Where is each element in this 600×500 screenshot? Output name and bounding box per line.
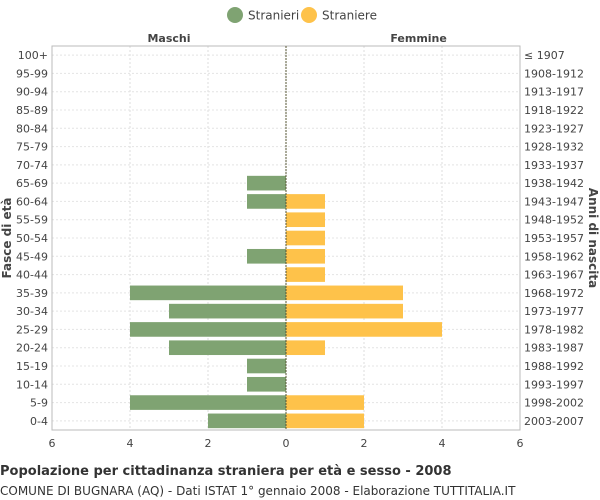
age-group-label: 95-99	[16, 67, 48, 80]
birth-year-label: 1958-1962	[524, 250, 584, 263]
bar-stranieri	[208, 413, 286, 429]
birth-year-label: 1913-1917	[524, 86, 584, 99]
bar-stranieri	[130, 322, 286, 337]
birth-year-label: 2003-2007	[524, 415, 584, 428]
age-group-label: 0-4	[30, 415, 48, 428]
age-group-label: 10-14	[16, 378, 48, 391]
birth-year-label: 1983-1987	[524, 342, 584, 355]
chart-title: Popolazione per cittadinanza straniera p…	[0, 464, 452, 479]
bar-straniere	[286, 303, 403, 319]
bar-straniere	[286, 413, 364, 429]
birth-year-label: 1923-1927	[524, 122, 584, 135]
x-tick-label: 4	[127, 437, 134, 450]
birth-year-label: 1918-1922	[524, 104, 584, 117]
age-group-label: 65-69	[16, 177, 48, 190]
population-pyramid-chart: 100+ ≤ 1907 95-99 1908-1912 90-94 1913-1917 85…	[0, 7, 600, 450]
birth-year-label: 1943-1947	[524, 195, 584, 208]
legend-label-stranieri: Stranieri	[248, 9, 299, 23]
age-group-label: 40-44	[16, 269, 48, 282]
bar-stranieri	[169, 340, 286, 356]
birth-year-label: 1948-1952	[524, 214, 584, 227]
age-group-label: 20-24	[16, 342, 48, 355]
chart-subtitle: COMUNE DI BUGNARA (AQ) - Dati ISTAT 1° g…	[0, 484, 516, 498]
age-group-label: 100+	[18, 49, 48, 62]
bar-straniere	[286, 212, 325, 228]
birth-year-label: 1988-1992	[524, 360, 584, 373]
bar-straniere	[286, 322, 442, 337]
bar-stranieri	[247, 175, 286, 191]
bar-straniere	[286, 395, 364, 410]
birth-year-label: 1963-1967	[524, 269, 584, 282]
bar-stranieri	[247, 358, 286, 374]
x-tick-label: 6	[517, 437, 524, 450]
birth-year-label: 1978-1982	[524, 323, 584, 336]
femmine-header: Femmine	[390, 32, 447, 45]
birth-year-label: 1968-1972	[524, 287, 584, 300]
age-group-label: 60-64	[16, 195, 48, 208]
x-tick-label: 6	[49, 437, 56, 450]
bar-straniere	[286, 267, 325, 282]
birth-year-label: 1973-1977	[524, 305, 584, 318]
legend-swatch-straniere	[301, 7, 317, 23]
age-group-label: 35-39	[16, 287, 48, 300]
bar-stranieri	[247, 376, 286, 392]
x-tick-label: 2	[361, 437, 368, 450]
maschi-header: Maschi	[147, 32, 190, 45]
birth-year-label: 1933-1937	[524, 159, 584, 172]
birth-year-label: 1928-1932	[524, 141, 584, 154]
age-group-label: 50-54	[16, 232, 48, 245]
bar-stranieri	[130, 285, 286, 301]
birth-year-label: 1953-1957	[524, 232, 584, 245]
legend-label-straniere: Straniere	[322, 9, 377, 23]
birth-year-label: 1993-1997	[524, 378, 584, 391]
bar-straniere	[286, 194, 325, 209]
birth-year-label: 1908-1912	[524, 67, 584, 80]
y-axis-title-left: Fasce di età	[0, 197, 14, 278]
bar-straniere	[286, 248, 325, 264]
age-group-label: 15-19	[16, 360, 48, 373]
birth-year-label: 1938-1942	[524, 177, 584, 190]
age-group-label: 85-89	[16, 104, 48, 117]
bar-straniere	[286, 285, 403, 301]
x-tick-label: 2	[205, 437, 212, 450]
bar-straniere	[286, 340, 325, 356]
x-tick-label: 4	[439, 437, 446, 450]
y-axis-title-right: Anni di nascita	[586, 188, 600, 288]
age-group-label: 90-94	[16, 86, 48, 99]
age-group-label: 30-34	[16, 305, 48, 318]
age-group-label: 45-49	[16, 250, 48, 263]
age-group-label: 25-29	[16, 323, 48, 336]
bar-stranieri	[169, 303, 286, 319]
age-group-label: 75-79	[16, 141, 48, 154]
bar-stranieri	[247, 194, 286, 209]
bar-stranieri	[247, 248, 286, 264]
bar-straniere	[286, 230, 325, 246]
birth-year-label: 1998-2002	[524, 397, 584, 410]
legend-swatch-stranieri	[227, 7, 243, 23]
x-tick-label: 0	[283, 437, 290, 450]
age-group-label: 80-84	[16, 122, 48, 135]
age-group-label: 5-9	[30, 397, 48, 410]
bar-stranieri	[130, 395, 286, 410]
birth-year-label: ≤ 1907	[524, 49, 565, 62]
age-group-label: 70-74	[16, 159, 48, 172]
age-group-label: 55-59	[16, 214, 48, 227]
